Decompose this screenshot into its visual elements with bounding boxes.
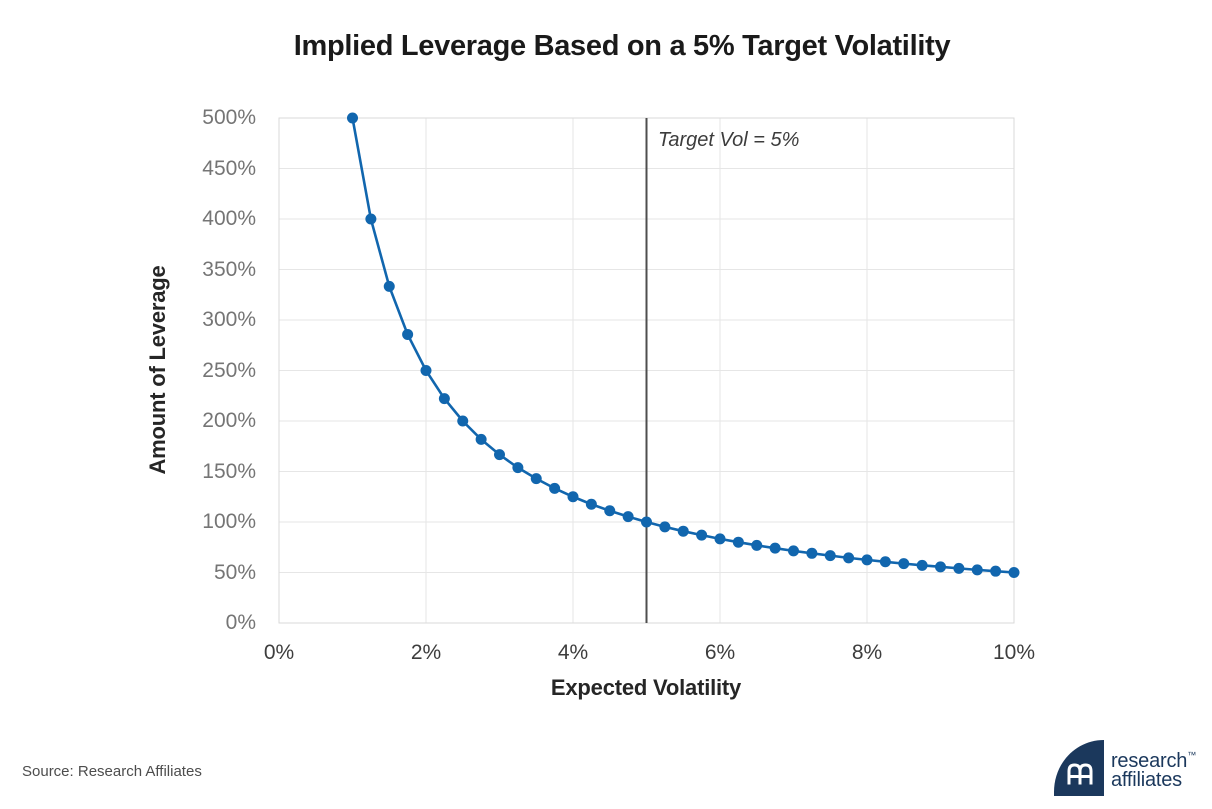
data-point <box>879 556 891 568</box>
chart-title: Implied Leverage Based on a 5% Target Vo… <box>293 30 951 62</box>
data-point <box>861 554 873 566</box>
data-point <box>457 415 469 427</box>
data-point <box>512 462 524 474</box>
trademark-symbol: ™ <box>1187 750 1196 760</box>
data-point <box>641 516 652 528</box>
source-note: Source: Research Affiliates <box>22 763 202 780</box>
data-point <box>659 521 671 533</box>
data-point <box>1008 567 1020 578</box>
data-point <box>788 545 799 557</box>
logo-text-line2: affiliates <box>1110 769 1182 791</box>
data-point <box>751 539 763 551</box>
data-point <box>549 482 561 494</box>
y-axis-title: Amount of Leverage <box>145 265 170 475</box>
data-point <box>677 525 689 537</box>
data-point <box>494 449 505 461</box>
data-point <box>769 542 781 554</box>
data-point <box>365 213 377 225</box>
target-vol-annotation: Target Vol = 5% <box>658 129 800 151</box>
data-point <box>402 328 414 340</box>
data-point <box>604 505 616 517</box>
leverage-line <box>351 117 1015 574</box>
data-point <box>438 393 450 405</box>
data-point <box>916 559 928 571</box>
data-point <box>806 547 818 559</box>
data-point <box>696 529 708 541</box>
data-point <box>347 112 358 124</box>
data-point <box>530 473 542 485</box>
data-point <box>567 491 579 503</box>
logo-wordmark: research™ affiliates <box>1111 746 1196 790</box>
research-affiliates-logo: research™ affiliates <box>1053 740 1196 796</box>
data-point <box>971 564 983 576</box>
data-point <box>383 280 395 292</box>
x-axis-title: Expected Volatility <box>550 675 742 700</box>
data-point <box>953 562 965 574</box>
data-point <box>475 433 487 445</box>
data-point <box>824 550 836 562</box>
data-point <box>990 565 1002 577</box>
logo-text-line1: research <box>1110 750 1188 772</box>
data-point <box>935 561 946 573</box>
research-affiliates-logo-icon <box>1053 740 1104 796</box>
data-point <box>843 552 855 564</box>
data-point <box>732 536 744 548</box>
data-point <box>585 498 597 510</box>
data-point <box>898 558 910 570</box>
data-point <box>420 365 432 376</box>
data-point <box>622 511 634 523</box>
data-point <box>714 533 726 545</box>
